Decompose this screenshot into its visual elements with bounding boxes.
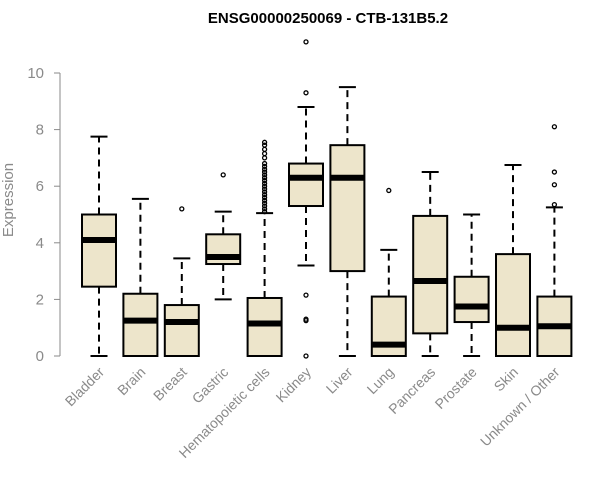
box-10 <box>495 163 531 357</box>
box-1 <box>122 197 159 357</box>
outlier-point <box>261 166 268 172</box>
x-tick-label-2: Breast <box>150 364 190 404</box>
outlier-point <box>179 206 185 212</box>
x-tick-label-1: Brain <box>114 364 148 398</box>
outlier-point <box>261 180 268 187</box>
box-rect <box>329 144 366 273</box>
y-axis: 0 2 4 6 8 10 <box>27 65 61 365</box>
outlier-point <box>261 139 268 145</box>
outlier-point <box>261 197 268 204</box>
outlier-point <box>261 206 268 212</box>
outlier-point <box>261 155 268 161</box>
box-9 <box>453 213 490 357</box>
box-rect <box>288 162 324 208</box>
outlier-point <box>551 182 558 188</box>
outlier-point <box>261 183 268 189</box>
outlier-point <box>261 194 268 201</box>
outlier-point <box>261 175 268 181</box>
outlier-point <box>303 90 309 96</box>
boxes <box>81 39 573 359</box>
outlier-point <box>261 186 268 192</box>
outlier-point <box>261 172 268 178</box>
y-tick-label-0: 0 <box>36 348 44 365</box>
x-tick-label-6: Liver <box>323 364 356 397</box>
y-tick-label-1: 2 <box>36 291 44 308</box>
box-rect <box>412 214 449 335</box>
box-2 <box>163 206 200 357</box>
x-tick-label-10: Skin <box>491 364 522 395</box>
y-tick-label-5: 10 <box>27 65 44 82</box>
y-tick-label-2: 4 <box>36 235 44 252</box>
outlier-point <box>261 151 268 157</box>
outlier-point <box>261 163 268 170</box>
x-tick-label-0: Bladder <box>62 364 108 410</box>
outlier-point <box>261 189 268 195</box>
outlier-point <box>220 172 226 178</box>
box-5 <box>288 39 324 359</box>
box-6 <box>329 86 366 357</box>
outlier-point <box>386 187 392 194</box>
outlier-point <box>261 160 268 167</box>
outlier-point <box>261 203 268 209</box>
outlier-point <box>261 192 268 198</box>
outlier-point <box>261 146 268 153</box>
chart-title: ENSG00000250069 - CTB-131B5.2 <box>208 10 448 27</box>
outlier-point <box>303 39 309 45</box>
outlier-point <box>261 209 268 215</box>
x-tick-label-11: Unknown / Other <box>477 364 563 450</box>
box-rect <box>122 292 159 357</box>
box-rect <box>163 304 200 357</box>
y-tick-label-4: 8 <box>36 122 44 139</box>
outlier-point <box>261 200 268 206</box>
x-tick-label-5: Kidney <box>273 364 315 406</box>
outlier-point <box>551 169 558 175</box>
x-tick-label-7: Lung <box>364 364 397 397</box>
outlier-point <box>261 177 268 184</box>
box-0 <box>81 135 117 357</box>
box-rect <box>453 275 490 324</box>
box-4 <box>246 139 283 357</box>
box-rect <box>495 253 531 357</box>
y-tick-label-3: 6 <box>36 178 44 195</box>
box-3 <box>205 172 242 301</box>
y-axis-label: Expression <box>0 163 17 237</box>
box-7 <box>370 187 407 358</box>
outlier-point <box>551 124 558 130</box>
box-8 <box>412 171 449 357</box>
x-tick-label-9: Prostate <box>432 364 480 412</box>
box-11 <box>536 124 573 358</box>
box-rect <box>81 213 117 288</box>
outlier-point <box>303 292 309 298</box>
outlier-point <box>551 201 558 208</box>
box-rect <box>246 296 283 357</box>
outlier-point <box>261 169 268 175</box>
outlier-point <box>303 353 309 359</box>
outlier-point <box>303 317 309 324</box>
outlier-point <box>261 142 268 148</box>
